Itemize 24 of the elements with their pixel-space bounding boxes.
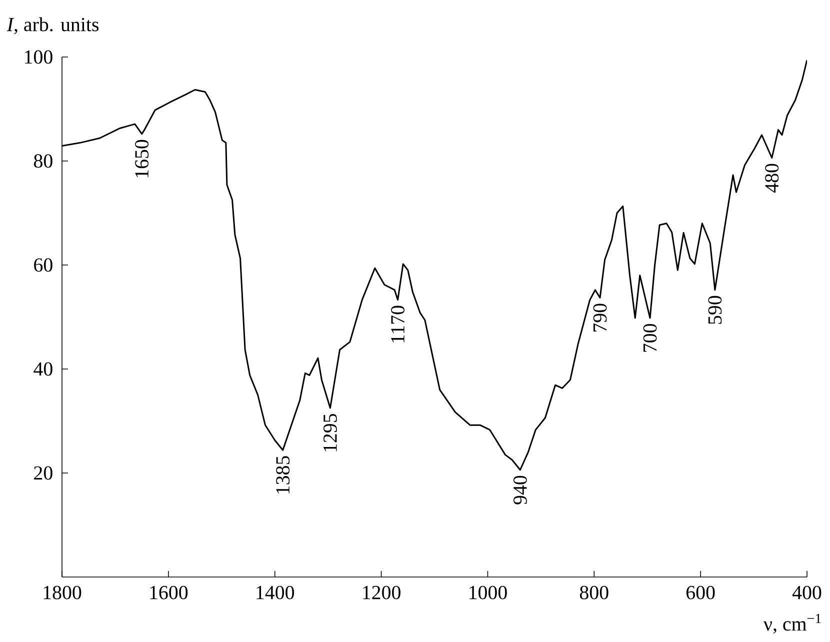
y-axis-title: I, arb. units [6, 17, 99, 34]
x-axis-title: ν, cm$^{−1}$ [764, 614, 821, 634]
annotation: 1170 [391, 306, 404, 342]
y-tick-label: 20 [34, 466, 52, 480]
annotation: 1295 [324, 414, 337, 452]
y-tick-label: 60 [34, 258, 52, 272]
x-tick-label: 1200 [363, 586, 400, 600]
x-tick-label: 800 [580, 586, 608, 600]
annotation: 480 [765, 164, 779, 193]
annotation: 1650 [135, 140, 149, 178]
x-tick-label: 1800 [44, 586, 82, 600]
annotation: 700 [643, 324, 657, 352]
y-tick-label: 40 [34, 362, 52, 376]
annotation: 590 [708, 296, 722, 324]
annotation: 1385 [276, 456, 290, 494]
y-tick-label: 100 [25, 50, 52, 64]
annotation: 940 [513, 476, 527, 504]
x-tick-label: 400 [792, 586, 822, 600]
y-tick-label: 80 [34, 154, 52, 168]
x-tick-label: 1400 [256, 586, 294, 600]
x-tick-label: 1000 [470, 586, 507, 600]
x-tick-label: 1600 [150, 586, 188, 600]
x-tick-label: 600 [686, 586, 715, 600]
annotation: 790 [593, 304, 607, 332]
